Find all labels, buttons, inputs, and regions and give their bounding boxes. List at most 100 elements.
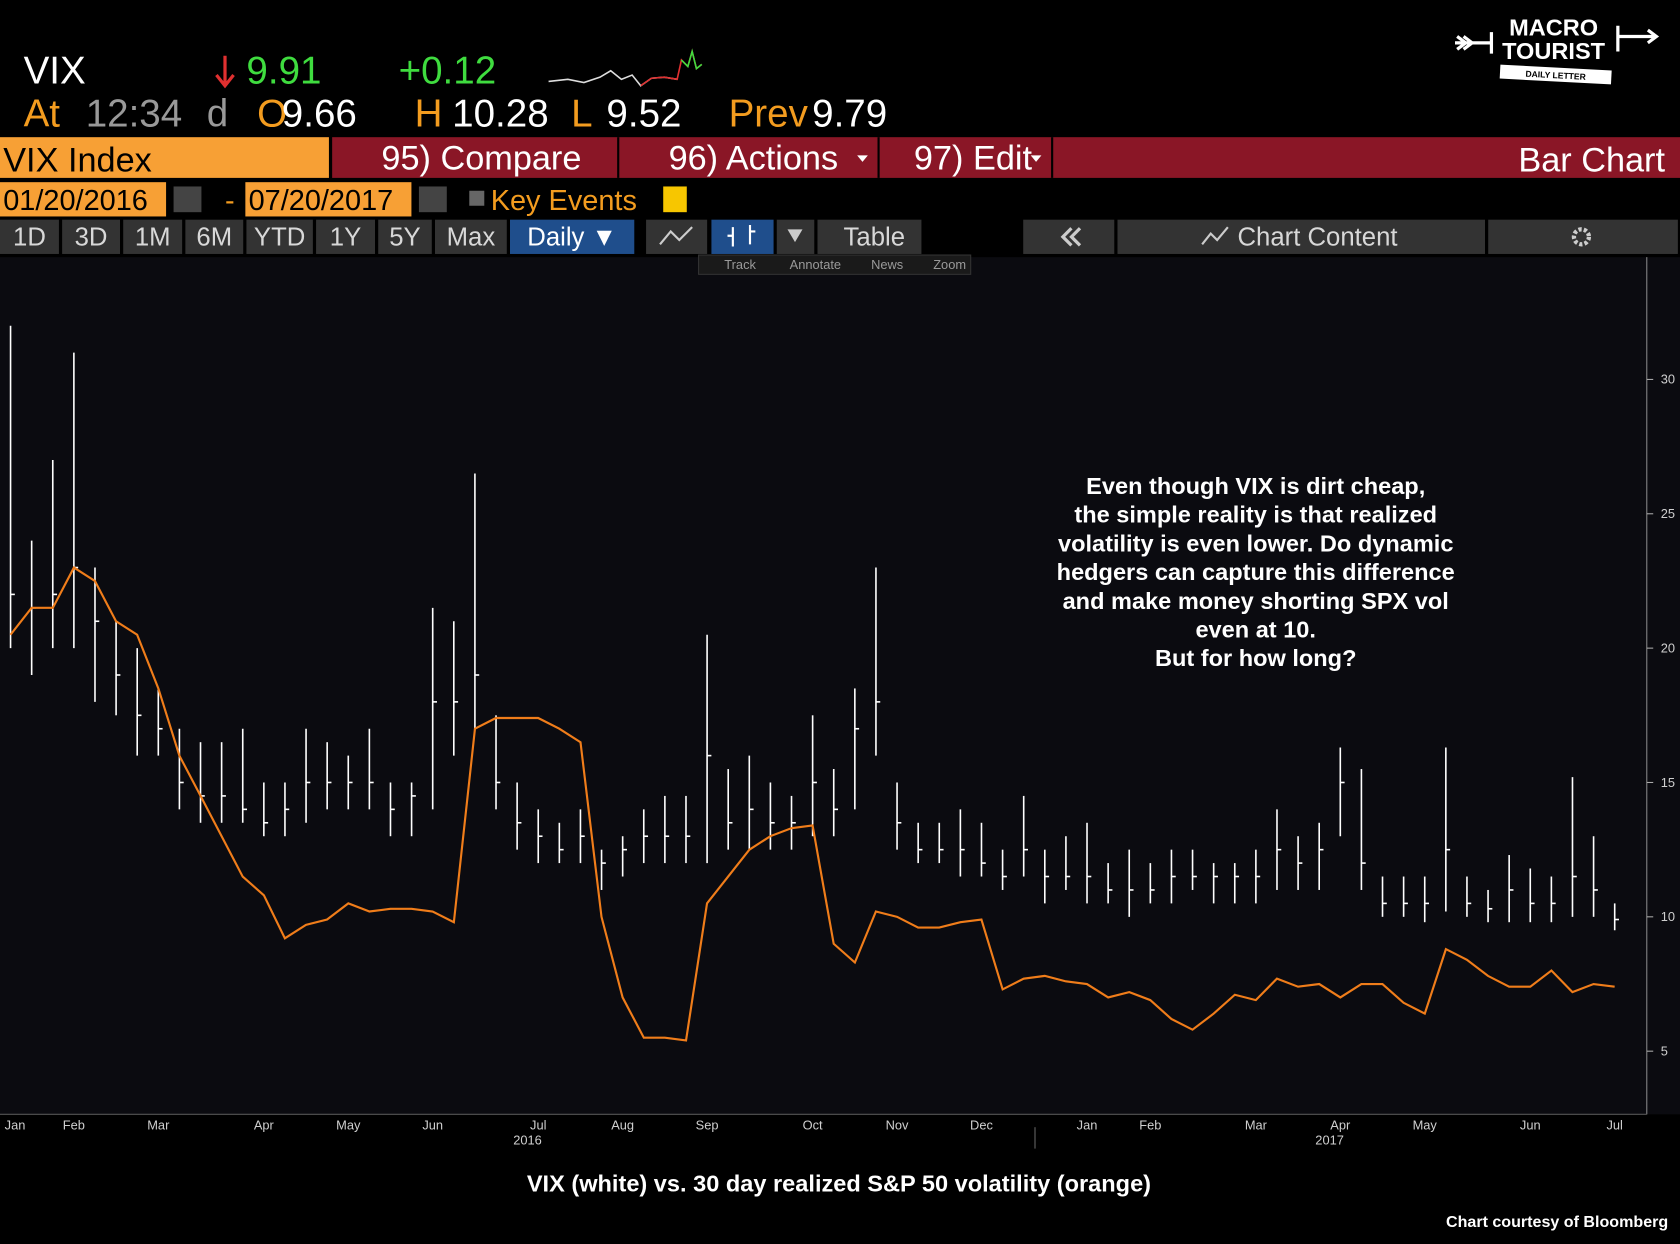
logo-banner: [1499, 64, 1612, 85]
line-icon: [659, 226, 693, 246]
tool-label[interactable]: Annotate: [790, 257, 841, 272]
start-date-box[interactable]: [0, 182, 167, 217]
x-tick-label: Jun: [1520, 1117, 1541, 1132]
plot-background: [0, 257, 1680, 1115]
x-tick-label: Apr: [1330, 1117, 1351, 1132]
collapse-icon: [1060, 227, 1082, 247]
last-price: 9.91: [246, 50, 321, 93]
x-tick-label: Mar: [1245, 1117, 1268, 1132]
range-button[interactable]: [378, 219, 432, 254]
collapse-button[interactable]: [1023, 219, 1115, 254]
x-tick-label: Jan: [5, 1117, 26, 1132]
compare-menu[interactable]: 95) Compare: [381, 139, 581, 177]
chart-content-icon: [1201, 226, 1229, 245]
security[interactable]: VIX Index: [3, 141, 152, 179]
range-label[interactable]: 6M: [196, 223, 232, 251]
x-tick-label: Jan: [1077, 1117, 1098, 1132]
table-button[interactable]: [817, 219, 922, 254]
annotation-line: But for how long?: [1155, 645, 1357, 671]
tool-label[interactable]: Zoom: [933, 257, 966, 272]
bar-icon-button[interactable]: [711, 219, 774, 254]
chart-content-label[interactable]: Chart Content: [1238, 223, 1398, 251]
x-tick-label: Dec: [970, 1117, 993, 1132]
annotation-line: Even though VIX is dirt cheap,: [1086, 473, 1425, 499]
tool-label[interactable]: Track: [724, 257, 756, 272]
start-date[interactable]: 01/20/2016: [3, 185, 148, 217]
at-label: At: [24, 92, 61, 135]
y-tick-label: 30: [1661, 372, 1675, 387]
logo-daily-letter: DAILY LETTER: [1525, 69, 1587, 82]
security-box[interactable]: [0, 137, 329, 178]
table-label[interactable]: Table: [844, 223, 905, 251]
key-events-checkbox[interactable]: [469, 190, 485, 206]
x-tick-label: Nov: [886, 1117, 909, 1132]
y-tick-label: 15: [1661, 775, 1675, 790]
logo-arrow-right: [1616, 25, 1660, 52]
range-button[interactable]: [246, 219, 313, 254]
date-dash: -: [225, 185, 235, 217]
actions-menu[interactable]: 96) Actions: [669, 139, 839, 177]
menu-bar: [332, 137, 1680, 178]
info-icon[interactable]: [663, 186, 687, 213]
view-name: Bar Chart: [1518, 141, 1665, 179]
range-button[interactable]: [0, 219, 59, 254]
calendar-icon[interactable]: [173, 186, 202, 213]
tool-label[interactable]: News: [871, 257, 903, 272]
settings-button[interactable]: [1488, 219, 1678, 254]
x-tick-label: Jun: [422, 1117, 443, 1132]
year-label: 2016: [513, 1132, 542, 1147]
realized-vol-line: [9, 566, 1615, 1042]
edit-menu[interactable]: 97) Edit: [914, 139, 1033, 177]
y-tick-label: 20: [1661, 640, 1675, 655]
calendar-icon[interactable]: [418, 186, 447, 213]
end-date-box[interactable]: [245, 182, 412, 217]
annotation-line: volatility is even lower. Do dynamic: [1058, 530, 1453, 556]
end-date[interactable]: 07/20/2017: [249, 185, 394, 217]
open: 9.66: [282, 92, 357, 135]
range-label[interactable]: 1D: [13, 223, 46, 251]
range-label[interactable]: Max: [447, 223, 496, 251]
range-label[interactable]: 3D: [75, 223, 108, 251]
caption: VIX (white) vs. 30 day realized S&P 50 v…: [527, 1170, 1151, 1196]
change: +0.12: [399, 50, 497, 93]
x-tick-label: Jul: [530, 1117, 546, 1132]
x-tick-label: Feb: [1139, 1117, 1161, 1132]
high: 10.28: [452, 92, 549, 135]
range-label[interactable]: 1M: [135, 223, 171, 251]
key-events[interactable]: Key Events: [491, 185, 637, 217]
dropdown-arrow: [857, 155, 868, 162]
tools-bar: [698, 254, 972, 275]
time: 12:34: [86, 92, 183, 135]
annotation-line: even at 10.: [1195, 617, 1316, 643]
x-tick-label: May: [336, 1117, 361, 1132]
range-label[interactable]: 5Y: [389, 223, 420, 251]
range-button[interactable]: [316, 219, 375, 254]
x-tick-label: Oct: [803, 1117, 823, 1132]
range-label[interactable]: 1Y: [330, 223, 361, 251]
range-button[interactable]: [185, 219, 244, 254]
ticker: VIX: [24, 50, 86, 93]
range-button[interactable]: [123, 219, 183, 254]
logo-tourist: TOURIST: [1502, 38, 1606, 64]
x-tick-label: May: [1413, 1117, 1438, 1132]
annotation-line: hedgers can capture this difference: [1057, 559, 1455, 585]
range-button[interactable]: [62, 219, 120, 254]
range-button[interactable]: [435, 219, 507, 254]
annotation-line: the simple reality is that realized: [1074, 502, 1437, 528]
chart-content-button[interactable]: [1117, 219, 1486, 254]
low: 9.52: [606, 92, 681, 135]
settings-icon: [1571, 227, 1592, 247]
y-tick-label: 10: [1661, 909, 1675, 924]
period-button[interactable]: [510, 219, 635, 254]
x-tick-label: Mar: [147, 1117, 170, 1132]
prev: 9.79: [812, 92, 887, 135]
period-label[interactable]: Daily ▼: [527, 223, 617, 251]
low-label: L: [571, 92, 592, 135]
year-label: 2017: [1315, 1132, 1344, 1147]
range-label[interactable]: YTD: [254, 223, 305, 251]
y-tick-label: 5: [1661, 1043, 1668, 1058]
chart: 5 10 15 20 25 30 Jan Feb Mar Apr May Jun Jul Aug Sep Oc…: [0, 257, 1675, 1149]
dropdown-arrow: [787, 229, 803, 243]
